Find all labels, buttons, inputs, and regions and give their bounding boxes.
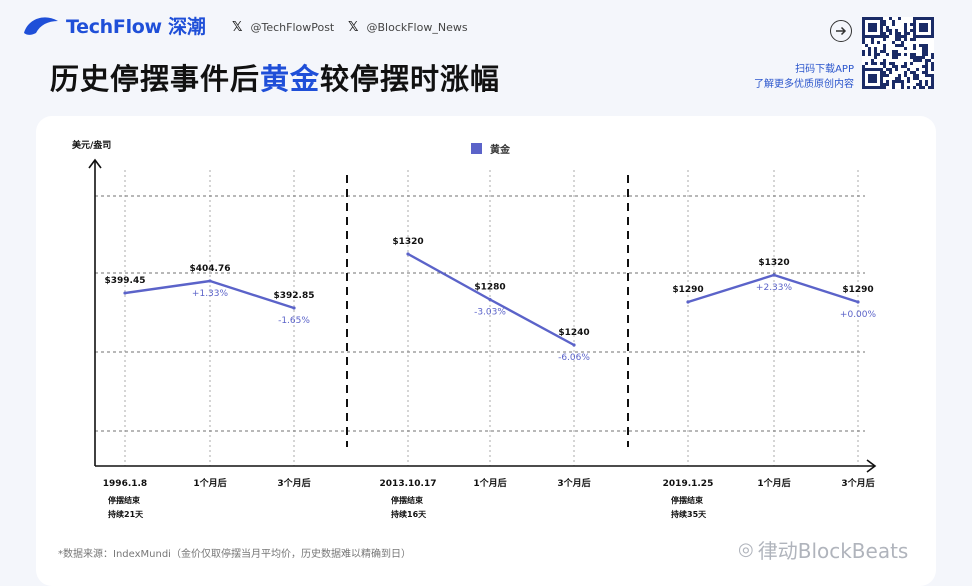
title-highlight: 黄金 [260,62,321,96]
data-point [856,300,860,304]
app-promo: 扫码下载APP 了解更多优质原创内容 [754,62,854,92]
event-duration: 持续21天 [108,509,144,519]
promo-line: 了解更多优质原创内容 [754,79,854,90]
change-label: +2.33% [756,283,793,293]
x-tick-label: 3个月后 [277,477,310,489]
promo-line: 扫码下载APP [795,64,854,75]
data-label: $392.85 [274,291,315,301]
data-label: $1290 [672,285,703,295]
x-tick-label: 1个月后 [757,477,790,489]
data-point [292,306,296,310]
title-part: 历史停摆事件后 [50,62,261,96]
x-icon: 𝕏 [232,20,243,35]
y-axis-label: 美元/盎司 [72,139,111,151]
data-label: $404.76 [190,264,231,274]
data-label: $399.45 [105,276,146,286]
event-status: 停摆结束 [391,495,424,505]
page-title: 历史停摆事件后黄金较停摆时涨幅 [50,56,500,98]
x-tick-label: 2013.10.17 [380,479,437,489]
watermark: ◎ 律动BlockBeats [738,535,908,564]
data-point [772,273,776,277]
header: TechFlow 深潮 𝕏 @TechFlowPost 𝕏 @BlockFlow… [0,0,972,115]
x-axis-arrow [866,459,877,473]
qr-code-icon[interactable] [862,17,934,89]
data-point [686,300,690,304]
x-tick-label: 3个月后 [557,477,590,489]
social-handle: @BlockFlow_News [366,21,468,34]
change-label: +0.00% [840,310,877,320]
chart-panel [36,116,936,586]
gold-price-chart: 美元/盎司 黄金 $399.45 1996.1.8 $404.76 +1.33% 1个月后 $… [72,139,877,519]
x-tick-label: 2019.1.25 [663,479,714,489]
event-duration: 持续16天 [391,509,427,519]
change-label: -1.65% [278,316,310,326]
data-source-note: *数据来源：IndexMundi（金价仅取停摆当月平均价，历史数据难以精确到日） [58,549,411,560]
social-link-techflow[interactable]: 𝕏 @TechFlowPost [232,20,334,35]
data-label: $1320 [392,237,423,247]
brand-name: TechFlow 深潮 [66,16,206,38]
change-label: +1.33% [192,289,229,299]
data-point [488,297,492,302]
data-point [123,291,127,295]
data-label: $1280 [474,283,505,293]
data-point [572,343,576,347]
title-part: 较停摆时涨幅 [320,62,501,96]
social-handle: @TechFlowPost [250,21,335,34]
legend-label: 黄金 [490,143,511,156]
x-tick-label: 3个月后 [841,477,874,489]
brand[interactable]: TechFlow 深潮 [22,12,206,39]
data-label: $1240 [558,328,589,338]
data-label: $1290 [842,285,873,295]
data-point [208,279,212,283]
event-duration: 持续35天 [671,509,707,519]
data-point [406,252,410,256]
x-tick-label: 1个月后 [473,477,506,489]
techflow-logo-icon [24,16,58,35]
x-tick-label: 1996.1.8 [103,479,147,489]
legend-swatch [471,143,482,154]
y-axis-arrow [88,158,102,169]
event-status: 停摆结束 [108,495,141,505]
blockbeats-logo-icon: ◎ [738,539,754,560]
change-label: -6.06% [558,353,590,363]
x-icon: 𝕏 [348,20,359,35]
watermark-text: 律动BlockBeats [757,539,909,563]
change-label: -3.03% [474,308,506,318]
x-tick-label: 1个月后 [193,477,226,489]
social-link-blockflow[interactable]: 𝕏 @BlockFlow_News [348,20,468,35]
arrow-right-icon[interactable] [830,20,852,42]
data-label: $1320 [758,258,789,268]
event-status: 停摆结束 [671,495,704,505]
